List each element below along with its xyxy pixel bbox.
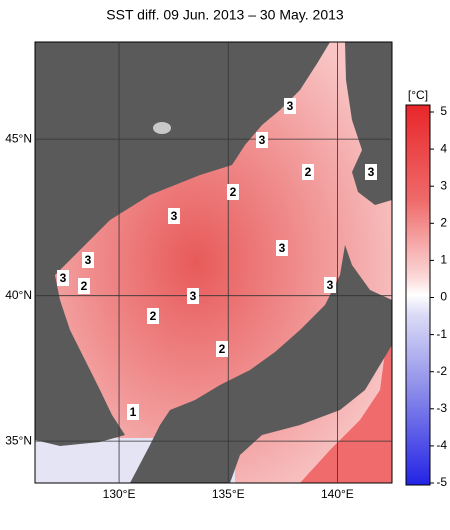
contour-label-box <box>57 270 69 286</box>
colorbar-tick-label: -2 <box>436 364 447 378</box>
contour-label-box <box>284 98 296 114</box>
contour-label-box <box>168 208 180 224</box>
contour-label: 2 <box>305 165 312 179</box>
contour-label-box <box>365 164 377 180</box>
colorbar-tick-label: 5 <box>440 104 447 118</box>
island <box>153 122 171 134</box>
contour-label-box <box>82 252 94 268</box>
contour-label: 3 <box>279 241 286 255</box>
land-hokkaido <box>345 42 392 205</box>
colorbar-tick-label: -4 <box>436 438 447 452</box>
contour-label: 2 <box>230 185 237 199</box>
land-japan <box>130 245 392 483</box>
colorbar-tick-label: 4 <box>440 141 447 155</box>
contour-label: 3 <box>190 289 197 303</box>
contour-label: 3 <box>327 278 334 292</box>
contour-label-box <box>276 240 288 256</box>
land-continent <box>35 42 330 446</box>
contour-label: 3 <box>259 133 266 147</box>
pacific-sea <box>300 300 392 483</box>
contour-label: 3 <box>287 99 294 113</box>
colorbar-tick-label: -1 <box>436 327 447 341</box>
contour-label: 3 <box>60 271 67 285</box>
contour-label-box <box>324 277 336 293</box>
x-tick-label: 130°E <box>103 487 136 501</box>
contour-label-box <box>78 278 90 294</box>
colorbar <box>405 104 431 486</box>
colorbar-tick-label: 1 <box>440 253 447 267</box>
contour-label-box <box>227 184 239 200</box>
x-tick-label: 140°E <box>321 487 354 501</box>
map-frame <box>34 41 393 484</box>
contour-label: 3 <box>85 253 92 267</box>
contour-label-box <box>147 308 159 324</box>
colorbar-tick-label: 0 <box>440 290 447 304</box>
y-tick-label: 45°N <box>5 131 32 145</box>
colorbar-tick-label: 3 <box>440 178 447 192</box>
contour-label-box <box>187 288 199 304</box>
y-tick-label: 40°N <box>5 288 32 302</box>
contour-label: 3 <box>368 165 375 179</box>
map-area <box>35 42 392 483</box>
contour-label: 1 <box>130 405 137 419</box>
contour-label-box <box>302 164 314 180</box>
title: SST diff. 09 Jun. 2013 – 30 May. 2013 <box>106 7 344 23</box>
colorbar-tick-label: -5 <box>436 475 447 489</box>
contour-label-box <box>216 341 228 357</box>
contour-label: 3 <box>171 209 178 223</box>
y-tick-label: 35°N <box>5 433 32 447</box>
contour-label-box <box>127 404 139 420</box>
contour-label: 2 <box>81 279 88 293</box>
contour-label-box <box>256 132 268 148</box>
colorbar-tick-label: 2 <box>440 215 447 229</box>
contour-label: 2 <box>150 309 157 323</box>
x-tick-label: 135°E <box>212 487 245 501</box>
colorbar-unit: [°C] <box>408 88 428 102</box>
contour-label: 2 <box>219 342 226 356</box>
colorbar-tick-label: -3 <box>436 401 447 415</box>
